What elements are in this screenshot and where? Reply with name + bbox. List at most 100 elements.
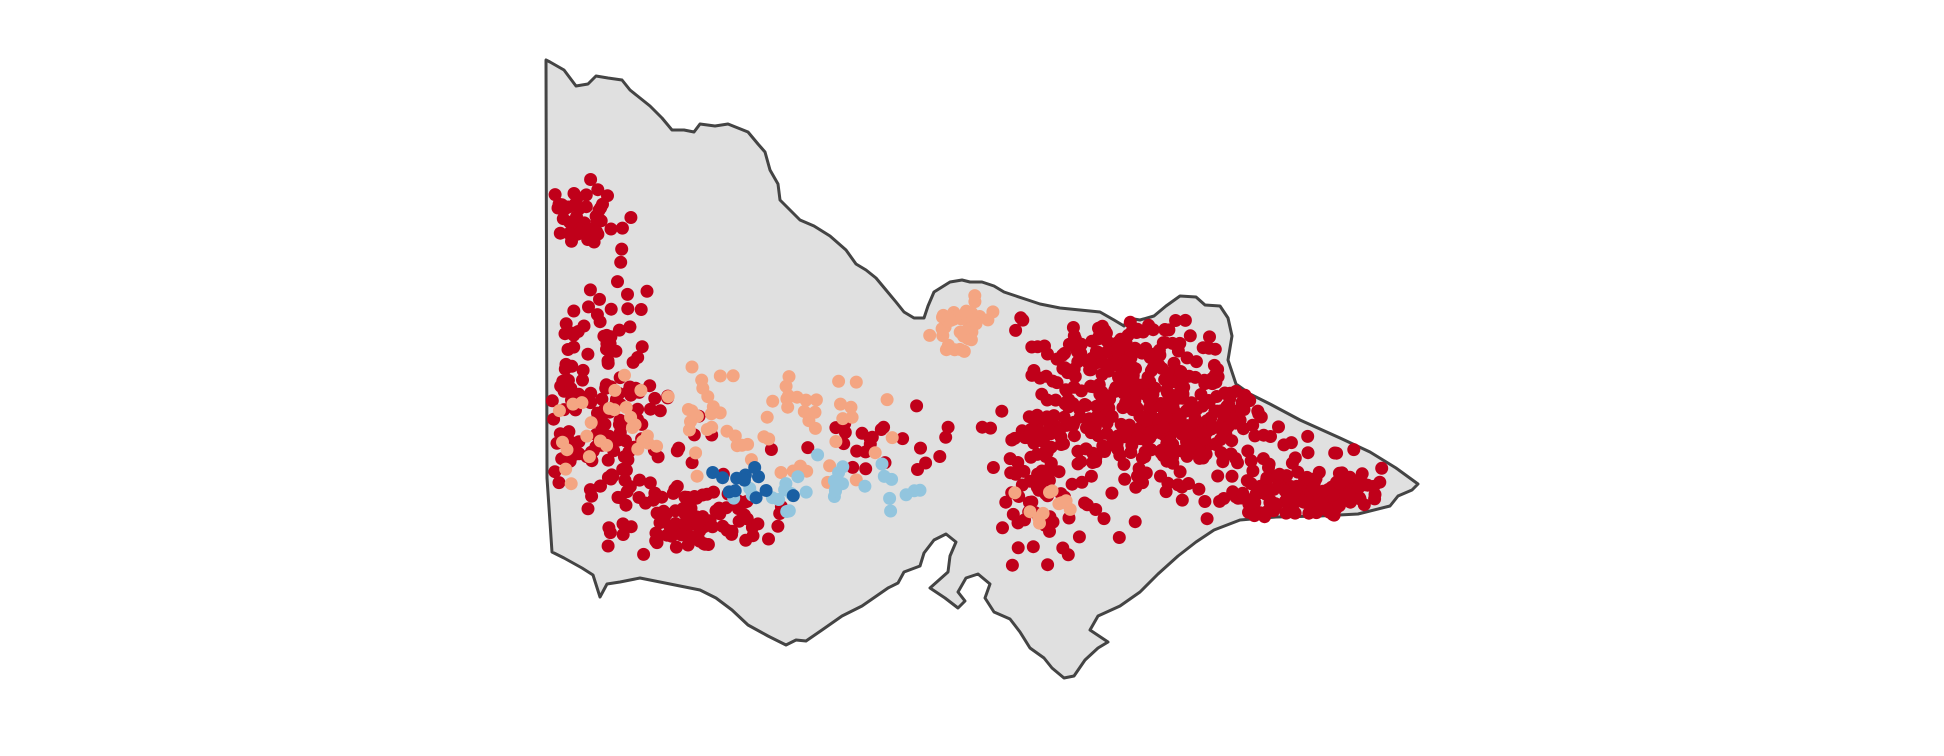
map-point-light-orange [1043, 485, 1056, 499]
map-point-dark-red [672, 441, 686, 455]
map-point-light-orange [584, 416, 598, 430]
map-point-dark-red [1173, 336, 1187, 350]
map-point-dark-red [1113, 448, 1127, 462]
map-point-dark-red [1121, 362, 1135, 376]
map-point-light-orange [564, 477, 578, 491]
map-point-dark-red [640, 284, 654, 298]
map-point-dark-red [649, 526, 663, 540]
map-point-dark-red [624, 520, 638, 534]
map-point-dark-red [1155, 362, 1169, 375]
map-point-dark-red [1175, 493, 1189, 507]
map-point-light-orange [582, 450, 596, 464]
map-point-dark-red [558, 202, 572, 216]
map-point-dark-red [562, 227, 576, 240]
map-point-dark-red [651, 450, 665, 464]
map-point-dark-red [706, 520, 719, 534]
map-point-dark-red [1312, 465, 1326, 479]
map-point-light-orange [880, 393, 894, 407]
map-point-dark-red [846, 460, 860, 474]
map-point-dark-red [584, 173, 598, 186]
map-point-light-blue [858, 479, 872, 493]
map-point-light-orange [1023, 505, 1037, 519]
map-point-dark-red [1043, 524, 1056, 538]
map-point-light-orange [650, 439, 664, 453]
map-point-dark-red [1059, 383, 1073, 397]
map-point-dark-red [975, 420, 989, 434]
map-point-dark-red [1065, 477, 1079, 491]
map-point-dark-red [1260, 471, 1274, 485]
map-point-dark-red [1368, 492, 1382, 506]
map-point-dark-red [859, 445, 873, 459]
map-point-dark-red [1355, 467, 1369, 481]
map-point-dark-red [1225, 469, 1239, 483]
map-point-dark-red [1211, 362, 1225, 376]
map-point-dark-red [1277, 438, 1291, 452]
map-point-dark-red [618, 473, 632, 487]
map-point-dark-red [1109, 381, 1123, 394]
map-point-dark-red [1248, 429, 1262, 443]
map-point-light-orange [959, 304, 973, 318]
map-point-dark-red [1242, 497, 1256, 511]
map-point-dark-red [612, 323, 626, 337]
map-point-dark-red [720, 523, 734, 537]
map-point-light-orange [944, 313, 958, 327]
map-point-dark-red [582, 300, 595, 314]
map-point-light-orange [556, 435, 569, 449]
map-point-dark-red [601, 539, 615, 553]
map-point-dark-red [1196, 341, 1210, 355]
map-point-dark-red [579, 188, 593, 202]
map-point-dark-red [1058, 397, 1072, 411]
map-point-dark-red [1225, 434, 1239, 448]
map-point-dark-red [1280, 492, 1294, 505]
map-point-dark-red [1244, 454, 1258, 468]
map-point-dark-red [859, 462, 873, 476]
map-point-dark-red [1146, 323, 1160, 337]
map-point-dark-red [1011, 541, 1025, 555]
map-point-dark-red [1074, 455, 1088, 469]
map-point-dark-red [1058, 361, 1072, 375]
map-point-dark-red [939, 430, 953, 444]
map-point-dark-red [910, 399, 924, 413]
map-point-dark-red [1135, 411, 1149, 425]
map-point-dark-red [676, 501, 690, 515]
map-point-dark-red [999, 495, 1013, 509]
map-point-dark-red [941, 420, 955, 434]
map-point-dark-red [644, 402, 657, 416]
map-point-dark-red [605, 468, 619, 482]
map-point-dark-red [1128, 515, 1142, 529]
map-point-dark-red [581, 502, 595, 516]
map-point-dark-red [1071, 355, 1085, 369]
map-point-light-orange [808, 405, 822, 419]
map-point-dark-red [624, 211, 638, 224]
map-point-dark-red [1056, 348, 1070, 362]
map-point-dark-red [604, 222, 618, 236]
map-point-light-orange [695, 373, 709, 387]
map-point-dark-red [1040, 393, 1054, 407]
map-point-dark-red [1236, 486, 1250, 500]
map-point-dark-red [593, 292, 606, 306]
map-point-dark-red [590, 213, 604, 227]
map-point-light-orange [624, 410, 638, 424]
map-point-dark-red [1225, 414, 1239, 428]
map-point-dark-red [1226, 485, 1240, 499]
map-point-light-orange [986, 305, 1000, 319]
map-point-dark-red [1180, 449, 1194, 463]
map-point-dark-red [1067, 429, 1081, 443]
map-point-dark-red [1316, 484, 1330, 498]
map-point-dark-red [764, 443, 778, 456]
map-point-light-orange [923, 328, 937, 342]
map-point-dark-red [1125, 435, 1139, 449]
map-point-dark-red [593, 315, 607, 329]
map-point-dark-red [583, 483, 597, 497]
map-point-dark-red [666, 486, 680, 500]
map-point-dark-red [1118, 472, 1132, 486]
map-point-dark-red [1054, 438, 1068, 451]
map-point-light-orange [661, 390, 675, 404]
map-point-dark-red [1260, 505, 1274, 519]
map-point-dark-red [548, 465, 562, 479]
map-point-dark-red [1100, 416, 1114, 430]
victoria-outline [544, 58, 1420, 680]
map-point-dark-red [1016, 313, 1030, 327]
map-point-dark-red [1072, 530, 1086, 544]
map-point-dark-red [567, 340, 581, 354]
